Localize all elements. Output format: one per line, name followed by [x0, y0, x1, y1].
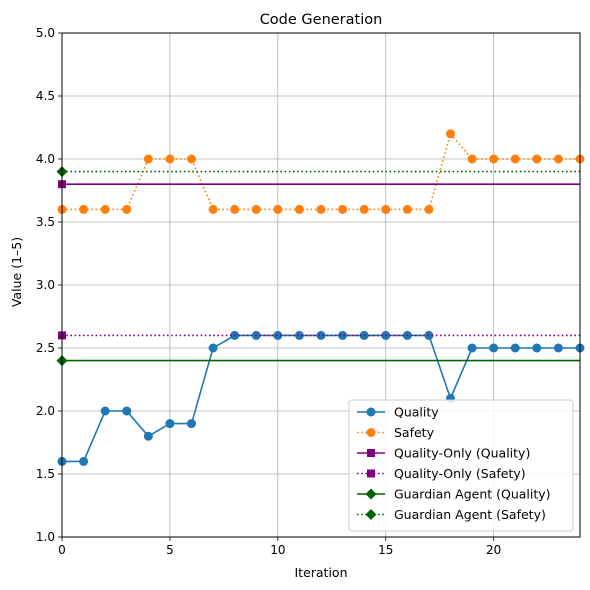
- legend-item: Quality: [357, 405, 439, 420]
- data-point: [553, 343, 563, 353]
- y-tick-label: 2.0: [36, 404, 55, 418]
- legend-label: Quality-Only (Quality): [394, 446, 530, 461]
- x-tick-label: 5: [166, 543, 174, 557]
- data-point: [251, 204, 261, 214]
- y-tick-label: 2.5: [36, 341, 55, 355]
- legend-item: Quality-Only (Quality): [357, 446, 530, 461]
- data-point: [359, 330, 369, 340]
- data-point: [79, 204, 89, 214]
- data-point: [100, 204, 110, 214]
- legend-marker: [367, 469, 375, 478]
- data-point: [143, 154, 153, 164]
- data-point: [489, 343, 499, 353]
- series-group: [56, 129, 585, 466]
- data-point: [510, 343, 520, 353]
- x-axis: 0 5 10 15 20: [58, 537, 501, 557]
- series-1: [57, 129, 585, 214]
- y-tick-label: 5.0: [36, 26, 55, 40]
- legend-marker: [367, 449, 375, 457]
- data-point: [532, 154, 542, 164]
- legend-label: Guardian Agent (Quality): [394, 487, 551, 502]
- data-point: [316, 204, 326, 214]
- data-point: [381, 204, 391, 214]
- data-point: [208, 204, 218, 214]
- data-point: [165, 154, 175, 164]
- data-point: [532, 343, 542, 353]
- data-point: [122, 204, 132, 214]
- data-point: [100, 406, 110, 416]
- data-point: [467, 154, 477, 164]
- data-point: [489, 154, 499, 164]
- y-axis-label: Value (1–5): [9, 237, 24, 307]
- legend-item: Quality-Only (Safety): [357, 466, 526, 481]
- legend-label: Quality: [394, 405, 439, 420]
- x-tick-label: 10: [270, 543, 285, 557]
- legend-item: Safety: [357, 425, 435, 440]
- data-point: [79, 456, 89, 466]
- data-point: [273, 330, 283, 340]
- legend-marker: [365, 509, 377, 520]
- data-point: [338, 204, 348, 214]
- y-tick-label: 3.5: [36, 215, 55, 229]
- data-point: [187, 419, 196, 429]
- legend: Quality Safety Quality-Only (Quality) Quali…: [348, 399, 574, 532]
- data-point: [359, 204, 369, 214]
- y-tick-label: 1.5: [36, 467, 55, 481]
- legend-marker: [366, 428, 376, 437]
- y-tick-label: 4.0: [36, 152, 55, 166]
- y-axis: 1.0 1.5 2.0 2.5 3.0 3.5 4.0 4.5 5.0: [36, 26, 62, 544]
- data-point: [165, 419, 175, 429]
- legend-label: Guardian Agent (Safety): [394, 507, 546, 522]
- data-point: [510, 154, 520, 164]
- data-point: [467, 343, 477, 353]
- x-tick-label: 0: [58, 543, 66, 557]
- x-axis-label: Iteration: [294, 565, 347, 580]
- x-tick-label: 20: [486, 543, 501, 557]
- data-point: [294, 330, 304, 340]
- data-point: [122, 406, 132, 416]
- data-point: [208, 343, 218, 353]
- data-point: [424, 204, 434, 214]
- data-point: [273, 204, 283, 214]
- data-point: [402, 204, 412, 214]
- data-point: [446, 129, 455, 139]
- data-point: [143, 431, 153, 441]
- x-tick-label: 15: [378, 543, 393, 557]
- data-point: [187, 154, 196, 164]
- legend-marker: [366, 407, 376, 417]
- data-point: [294, 204, 304, 214]
- data-point: [230, 204, 240, 214]
- legend-marker: [365, 488, 377, 500]
- y-tick-label: 4.5: [36, 89, 55, 103]
- y-tick-label: 3.0: [36, 278, 55, 292]
- data-point: [338, 330, 348, 340]
- y-tick-label: 1.0: [36, 530, 55, 544]
- legend-item: Guardian Agent (Safety): [357, 507, 546, 522]
- data-point: [553, 154, 563, 164]
- data-point: [316, 330, 326, 340]
- legend-item: Guardian Agent (Quality): [357, 487, 551, 502]
- legend-label: Quality-Only (Safety): [394, 466, 526, 481]
- chart-title: Code Generation: [260, 12, 383, 28]
- legend-box: [348, 399, 574, 532]
- legend-label: Safety: [394, 425, 435, 440]
